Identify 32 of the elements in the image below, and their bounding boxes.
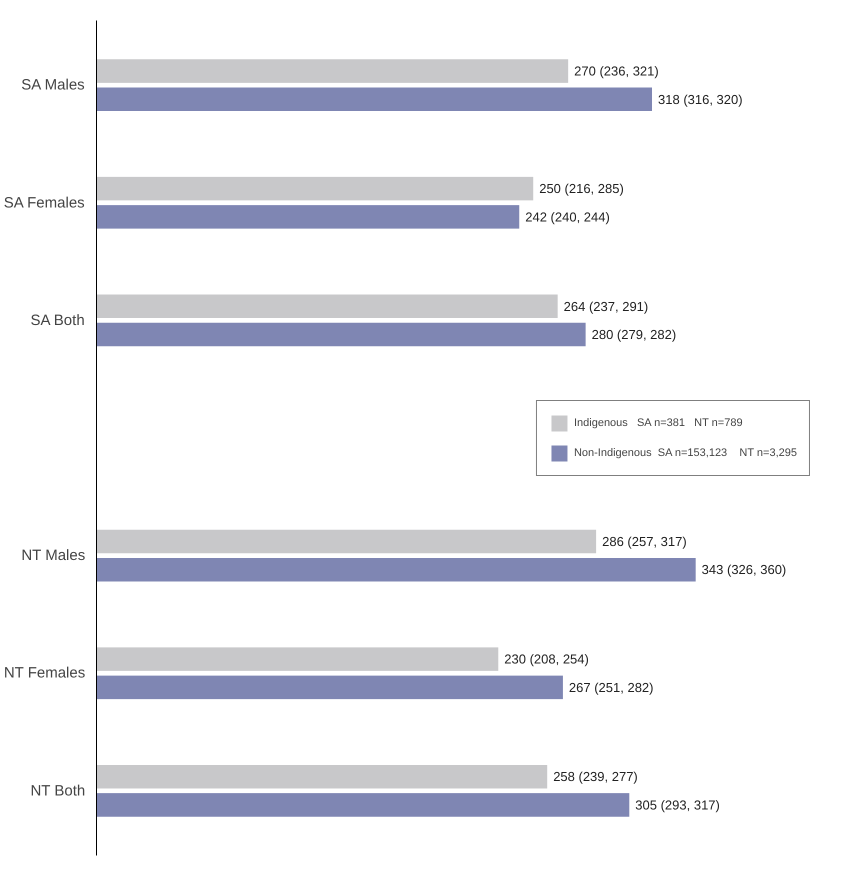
- y-tick-label: SA Females: [4, 194, 85, 212]
- bar: [96, 294, 558, 318]
- data-label: 264 (237, 291): [564, 298, 648, 314]
- bar: [96, 322, 586, 346]
- data-label: 270 (236, 321): [574, 64, 659, 79]
- y-tick-label: NT Both: [30, 782, 86, 800]
- y-tick-label: NT Females: [4, 664, 86, 682]
- bar: [96, 205, 520, 229]
- bar: [96, 530, 596, 554]
- data-label: 286 (257, 317): [602, 534, 687, 549]
- y-tick-label: NT Males: [21, 547, 86, 564]
- bar: [96, 764, 548, 788]
- bar: [96, 676, 563, 700]
- data-label: 230 (208, 254): [504, 652, 589, 667]
- legend-label: Non-Indigenous SA n=153,123 NT n=3,295: [574, 446, 797, 458]
- data-label: 242 (240, 244): [525, 209, 610, 224]
- bar: [96, 793, 630, 817]
- data-label: 267 (251, 282): [568, 680, 654, 695]
- y-tick-label: SA Both: [30, 312, 85, 329]
- data-label: 280 (279, 282): [592, 327, 676, 342]
- legend-label: Indigenous SA n=381 NT n=789: [574, 416, 743, 428]
- bar: [96, 59, 568, 83]
- bar: [96, 558, 696, 582]
- bar: [96, 176, 534, 200]
- bar: [96, 647, 498, 671]
- data-label: 258 (239, 277): [553, 769, 638, 784]
- data-label: 305 (293, 317): [635, 797, 720, 812]
- data-label: 318 (316, 320): [658, 92, 743, 107]
- y-tick-label: SA Males: [21, 76, 85, 94]
- data-label: 250 (216, 285): [539, 181, 624, 196]
- data-label: 343 (326, 360): [702, 562, 786, 578]
- bar: [96, 88, 652, 112]
